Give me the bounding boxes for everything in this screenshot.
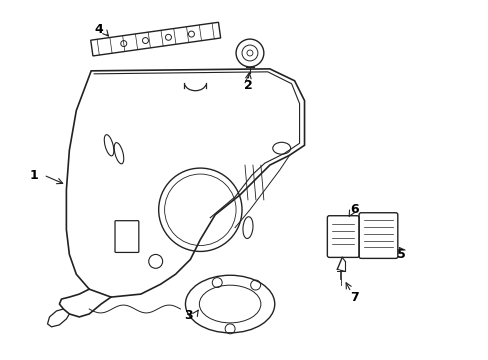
Text: 3: 3 <box>184 310 192 323</box>
Text: 7: 7 <box>349 291 358 303</box>
Text: 6: 6 <box>349 203 358 216</box>
Text: 1: 1 <box>29 168 38 181</box>
Text: 5: 5 <box>397 248 406 261</box>
Text: 2: 2 <box>243 79 252 92</box>
Text: 4: 4 <box>95 23 103 36</box>
